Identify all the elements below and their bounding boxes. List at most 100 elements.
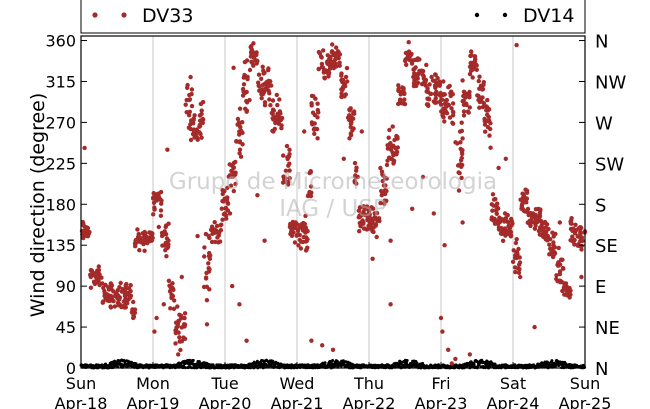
dv33-point <box>433 96 438 101</box>
dv33-point <box>531 215 537 220</box>
dv33-point <box>322 75 327 80</box>
y2-tick-label: SE <box>595 236 618 257</box>
dv33-point <box>442 119 447 124</box>
dv33-point <box>108 304 113 309</box>
dv33-point <box>166 278 172 283</box>
dv33-point <box>224 216 229 221</box>
dv33-point <box>267 97 272 102</box>
dv33-point <box>154 315 159 321</box>
dv33-point <box>135 227 140 232</box>
dv33-point <box>165 147 170 152</box>
dv33-point <box>303 225 308 230</box>
dv33-point <box>137 248 142 253</box>
dv14-point <box>271 359 275 363</box>
dv33-point <box>279 123 284 128</box>
dv33-point <box>186 125 192 130</box>
dv33-point <box>81 222 86 227</box>
dv33-point <box>461 113 467 118</box>
dv33-point <box>263 86 268 91</box>
dv33-point <box>231 170 236 175</box>
dv33-point <box>206 266 211 271</box>
dv33-point <box>303 248 309 253</box>
dv33-point <box>543 225 548 230</box>
dv33-point <box>340 87 345 93</box>
dv33-point <box>383 175 388 180</box>
dv33-point <box>314 126 320 132</box>
dv33-point <box>391 151 397 156</box>
dv33-point <box>309 190 314 195</box>
y2-tick-label: NW <box>595 72 626 93</box>
x-tick-label-date: Apr-20 <box>199 394 252 409</box>
dv33-point <box>523 187 528 192</box>
x-tick-label-weekday: Sat <box>500 374 526 393</box>
dv33-point <box>81 234 86 240</box>
dv33-point <box>579 274 584 280</box>
dv33-point <box>247 97 252 103</box>
dv33-point <box>406 40 411 45</box>
legend-label-dv33: DV33 <box>142 5 193 27</box>
dv33-point <box>356 208 362 213</box>
x-tick-label-weekday: Thu <box>353 374 384 393</box>
dv33-point <box>370 229 375 234</box>
dv33-point <box>348 121 354 126</box>
dv33-point <box>262 238 267 243</box>
dv33-point <box>328 56 333 61</box>
y2-tick-label: S <box>595 195 606 216</box>
dv33-point <box>450 113 456 118</box>
dv33-point <box>429 74 434 80</box>
dv33-point <box>118 280 123 286</box>
dv33-point <box>453 356 458 362</box>
dv33-point <box>142 248 147 253</box>
dv33-point <box>548 237 553 242</box>
dv33-point <box>476 93 481 99</box>
dv33-point <box>514 42 519 48</box>
dv33-point <box>289 229 294 234</box>
dv33-point <box>121 288 127 293</box>
dv33-point <box>274 92 279 98</box>
dv33-point <box>140 231 145 236</box>
dv33-point <box>485 112 490 118</box>
dv33-point <box>558 279 563 284</box>
y-tick-label: 225 <box>45 154 76 173</box>
dv33-point <box>461 89 467 95</box>
dv33-point <box>414 73 420 78</box>
dv33-point <box>496 165 501 171</box>
dv33-point <box>179 339 185 344</box>
dv33-point <box>249 47 254 52</box>
dv33-point <box>194 135 200 140</box>
dv33-point <box>249 59 254 64</box>
dv33-point <box>494 207 499 212</box>
dv33-point <box>141 241 146 247</box>
dv33-point <box>474 67 479 73</box>
x-axis: SunApr-18MonApr-19TueApr-20WedApr-21ThuA… <box>55 362 611 409</box>
dv33-point <box>227 162 232 167</box>
watermark-line-2: IAG / USP <box>279 196 387 222</box>
dv33-point <box>260 64 265 70</box>
dv33-point <box>309 101 314 106</box>
dv33-point <box>516 270 522 275</box>
dv33-point <box>388 302 393 307</box>
dv33-point <box>308 184 314 189</box>
dv33-point <box>483 129 488 134</box>
dv33-point <box>217 239 223 244</box>
dv33-point <box>461 98 466 103</box>
dv33-point <box>182 315 187 321</box>
dv33-point <box>104 292 110 297</box>
dv33-point <box>179 274 184 280</box>
dv33-point <box>460 136 465 141</box>
y-tick-label: 90 <box>56 277 76 296</box>
dv33-point <box>255 193 260 198</box>
dv33-point <box>547 242 552 247</box>
x-tick-label-weekday: Fri <box>431 374 450 393</box>
y2-tick-label: E <box>595 277 606 298</box>
legend-box <box>80 0 586 34</box>
dv33-point <box>288 225 293 230</box>
dv33-point <box>352 160 358 166</box>
y-axis-left: 0 45 90 135 180 225 270 315 360 <box>45 32 87 378</box>
dv33-point <box>440 113 445 118</box>
dv33-point <box>228 173 233 178</box>
dv33-point <box>287 176 292 181</box>
dv33-point <box>223 205 229 211</box>
dv33-point <box>275 102 280 108</box>
